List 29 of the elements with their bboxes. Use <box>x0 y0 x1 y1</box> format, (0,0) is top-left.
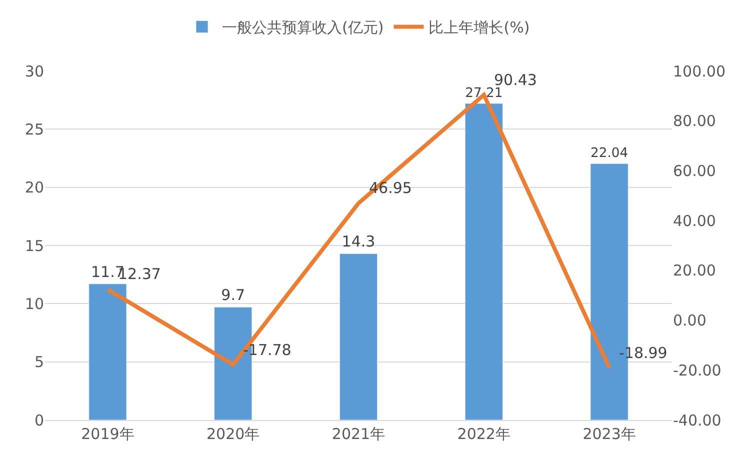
bar <box>88 284 127 420</box>
y2-tick-label: 20.00 <box>673 262 716 280</box>
x-tick-label: 2019年 <box>81 425 134 443</box>
y2-tick-label: 80.00 <box>673 112 716 130</box>
y-tick-label: 5 <box>34 353 44 372</box>
bar <box>339 253 378 420</box>
y2-tick-label: 60.00 <box>673 162 716 180</box>
x-tick-label: 2023年 <box>582 425 636 443</box>
y2-tick-label: 100.00 <box>673 62 726 80</box>
bar <box>464 103 503 420</box>
y-tick-label: 15 <box>24 236 44 255</box>
x-tick-label: 2022年 <box>457 425 510 443</box>
y-tick-label: 30 <box>24 62 44 80</box>
x-tick-label: 2021年 <box>332 425 386 443</box>
y-tick-label: 0 <box>34 411 44 430</box>
y-tick-label: 25 <box>24 120 44 138</box>
data-label: 22.04 <box>590 146 628 162</box>
data-label: 14.3 <box>342 232 376 251</box>
y2-tick-label: 0.00 <box>673 312 706 330</box>
y-tick-label: 10 <box>24 294 44 313</box>
y2-tick-label: -20.00 <box>673 361 722 380</box>
legend-label: 比上年增长(%) <box>428 18 530 37</box>
y2-tick-label: 40.00 <box>673 212 716 230</box>
y-tick-label: 20 <box>24 178 44 197</box>
data-label: 9.7 <box>221 286 246 304</box>
x-tick-label: 2020年 <box>206 425 260 443</box>
y2-tick-label: -40.00 <box>673 411 722 430</box>
legend-label: 一般公共预算收入(亿元) <box>222 18 384 37</box>
data-label: 27.21 <box>465 86 503 101</box>
